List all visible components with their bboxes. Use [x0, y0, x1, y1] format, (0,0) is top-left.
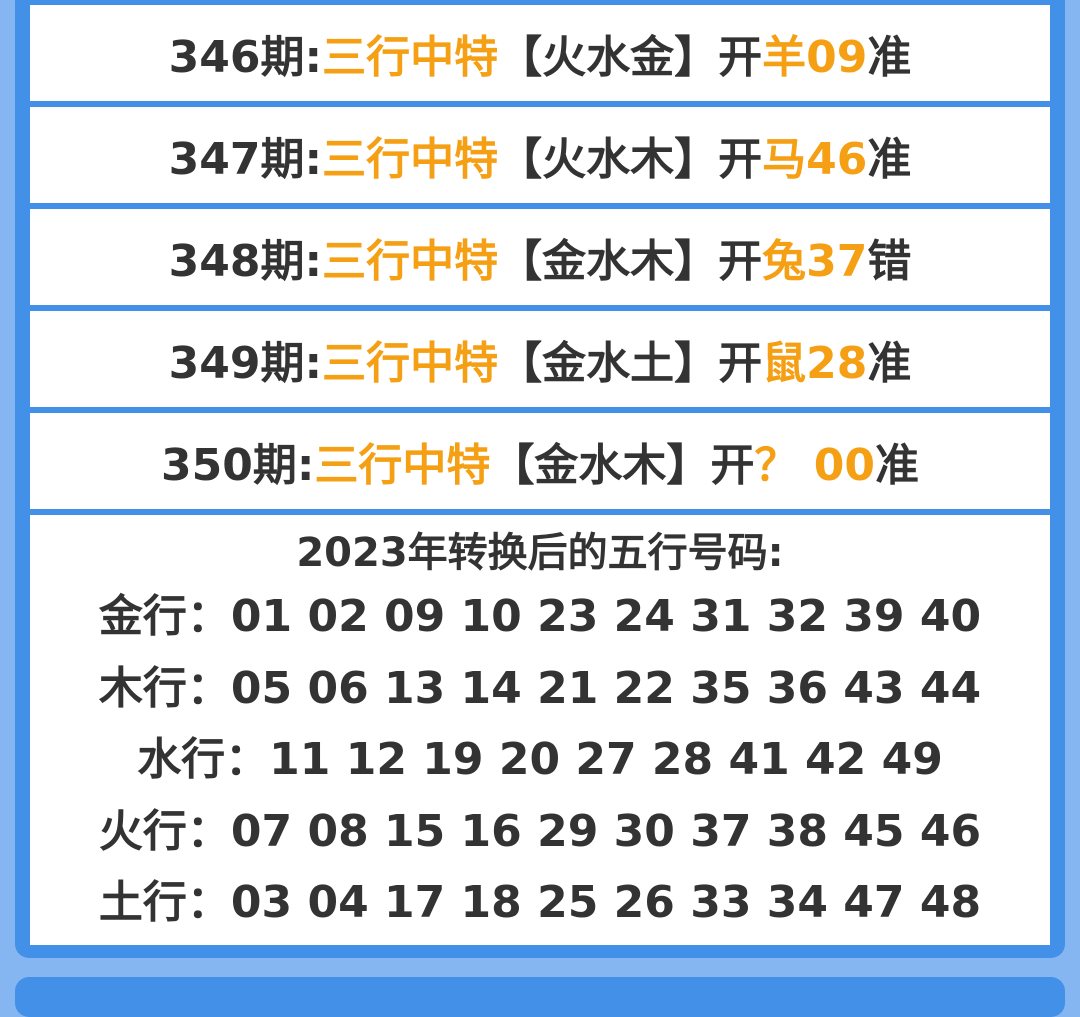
row-open: 开	[710, 440, 755, 491]
row-result: 马46	[762, 134, 868, 185]
row-elements: 【金水木】	[490, 440, 711, 491]
row-open: 开	[718, 32, 763, 83]
wuxing-section: 2023年转换后的五行号码: 金行：01 02 09 10 23 24 31 3…	[30, 515, 1050, 945]
prediction-row: 349期: 三行中特 【金水土】开鼠28 准	[30, 311, 1050, 407]
row-verdict: 错	[867, 236, 912, 287]
row-open: 开	[718, 134, 763, 185]
row-verdict: 准	[867, 338, 912, 389]
prediction-row: 347期: 三行中特 【火水木】开马46 准	[30, 107, 1050, 203]
row-period: 346期:	[168, 32, 323, 83]
row-label: 三行中特	[322, 32, 499, 83]
row-label: 三行中特	[322, 338, 499, 389]
wuxing-line-fire: 火行：07 08 15 16 29 30 37 38 45 46	[98, 805, 982, 857]
row-elements: 【火水木】	[498, 134, 719, 185]
row-label: 三行中特	[322, 134, 499, 185]
wuxing-line-metal: 金行：01 02 09 10 23 24 31 32 39 40	[98, 591, 982, 642]
row-period: 349期:	[168, 338, 323, 389]
row-verdict: 准	[875, 440, 919, 491]
row-verdict: 准	[867, 134, 912, 185]
row-label: 三行中特	[322, 236, 499, 287]
next-card	[15, 977, 1065, 1017]
row-period: 348期:	[168, 236, 323, 287]
row-result: 羊09	[762, 32, 868, 83]
row-result: ？ 00	[754, 440, 875, 491]
wuxing-line-wood: 木行：05 06 13 14 21 22 35 36 43 44	[98, 662, 982, 714]
row-result: 鼠28	[762, 338, 868, 389]
row-period: 350期:	[160, 440, 315, 491]
row-verdict: 准	[867, 32, 912, 83]
row-label: 三行中特	[314, 440, 491, 491]
prediction-card: 346期: 三行中特 【火水金】开羊09 准 347期: 三行中特 【火水木】开马46 准 34…	[15, 0, 1065, 958]
row-open: 开	[718, 338, 763, 389]
prediction-row: 346期: 三行中特 【火水金】开羊09 准	[30, 5, 1050, 101]
row-elements: 【金水木】	[498, 236, 719, 287]
prediction-row: 350期: 三行中特 【金水木】开？ 00 准	[30, 413, 1050, 509]
prediction-row: 348期: 三行中特 【金水木】开兔37 错	[30, 209, 1050, 305]
row-period: 347期:	[168, 134, 323, 185]
row-elements: 【金水土】	[498, 338, 719, 389]
row-result: 兔37	[762, 236, 868, 287]
row-open: 开	[718, 236, 763, 287]
wuxing-line-earth: 土行：03 04 17 18 25 26 33 34 47 48	[98, 877, 982, 928]
wuxing-line-water: 水行：11 12 19 20 27 28 41 42 49	[137, 734, 943, 785]
row-elements: 【火水金】	[498, 32, 719, 83]
wuxing-title: 2023年转换后的五行号码:	[296, 530, 784, 576]
